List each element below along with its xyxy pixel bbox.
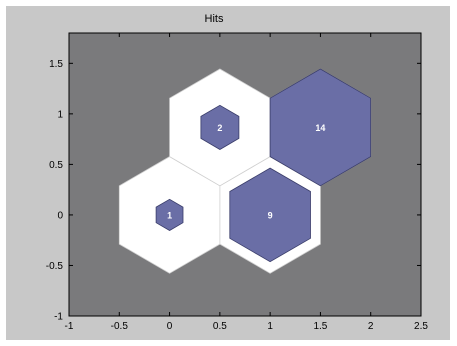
x-tick-label: 2.5: [414, 321, 428, 332]
x-tick-label: 0.5: [213, 321, 227, 332]
y-tick-label: 1: [57, 109, 63, 120]
axes-frame: [68, 32, 422, 317]
x-tick-label: 2: [368, 321, 374, 332]
y-tick-label: -0.5: [46, 261, 64, 272]
y-tick-label: 0.5: [49, 160, 63, 171]
hit-count-label: 14: [315, 123, 325, 133]
hit-count-label: 9: [268, 210, 273, 220]
hit-marker-2: [229, 167, 311, 263]
x-tick-label: 1.5: [313, 321, 327, 332]
hit-count-label: 1: [167, 210, 172, 220]
hit-labels: 1 9 2 14: [167, 123, 325, 220]
x-tick-label: -0.5: [111, 321, 129, 332]
figure-window: Hits 1 9 2 14 -1 -0.5 0 0.5 1 1.5 2 2.5 -1 -0.5 0 0.5 1…: [6, 6, 450, 340]
hit-marker-1: [155, 198, 184, 231]
hit-marker-3: [200, 104, 240, 150]
x-tick-label: 1: [267, 321, 273, 332]
axis-ticks: -1 -0.5 0 0.5 1 1.5 2 2.5 -1 -0.5 0 0.5 1 1.5: [46, 33, 428, 332]
hit-markers: [155, 68, 372, 263]
x-tick-label: -1: [65, 321, 74, 332]
y-tick-label: 1.5: [49, 59, 63, 70]
hit-marker-4: [269, 68, 372, 187]
y-tick-label: 0: [57, 210, 63, 221]
y-tick-label: -1: [54, 312, 63, 323]
chart-title: Hits: [205, 13, 224, 25]
hits-plot: Hits 1 9 2 14 -1 -0.5 0 0.5 1 1.5 2 2.5 -1 -0.5 0 0.5 1…: [46, 13, 429, 332]
x-tick-label: 0: [167, 321, 173, 332]
hit-count-label: 2: [217, 123, 222, 133]
